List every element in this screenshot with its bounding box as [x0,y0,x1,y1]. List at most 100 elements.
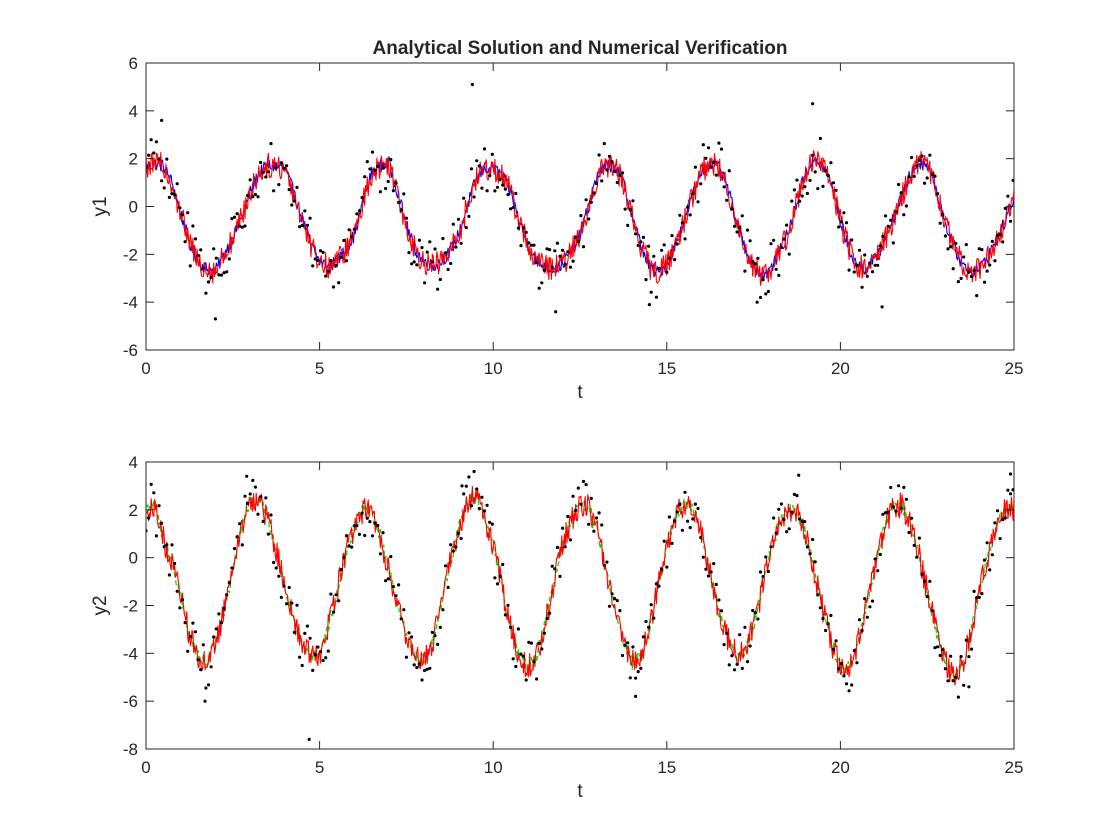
data-point [386,179,390,184]
data-point [883,214,888,218]
data-point [891,241,895,245]
data-point [925,176,929,180]
data-point [186,649,190,653]
series-line-2 [146,485,1014,686]
data-point [203,699,207,703]
data-point [334,593,338,597]
data-point [881,512,885,516]
data-point [673,258,677,262]
data-point [626,641,630,645]
y-tick-label: 4 [129,102,138,121]
data-point [495,185,500,189]
data-point [175,589,179,593]
data-point [417,238,421,242]
x-axis-label-y2: t [577,781,583,802]
data-point [350,235,354,239]
data-point [797,473,801,477]
data-point [756,256,760,260]
data-point [514,664,518,669]
data-point [272,560,276,565]
data-point [745,660,750,664]
data-point [339,568,343,572]
y-tick-label: -4 [123,293,138,312]
data-point [764,555,768,559]
data-point [902,485,906,489]
data-point [251,195,255,199]
data-point [506,193,510,197]
data-point [756,617,760,621]
data-point [477,164,481,168]
data-point [329,259,333,263]
data-point [894,509,898,513]
data-point [649,290,653,294]
data-point [902,213,906,217]
data-point [889,218,893,222]
data-point [443,564,448,568]
data-point [532,243,536,247]
data-point [824,628,828,633]
data-point [542,268,547,272]
data-point [691,517,695,521]
data-point [949,245,953,249]
data-point [712,562,716,566]
data-point [548,611,552,615]
data-point [451,222,455,226]
data-point [251,478,255,482]
data-point [943,667,948,671]
data-point [412,260,416,264]
data-point [886,510,890,514]
data-point [503,613,507,617]
data-point [303,209,307,213]
data-point [709,570,713,574]
data-point [772,516,776,520]
data-point [701,143,705,147]
data-point [829,613,833,618]
data-point [542,631,547,635]
data-point [298,655,302,659]
data-point [451,549,455,553]
data-point [246,193,250,198]
data-point [279,161,283,165]
data-point [855,263,859,267]
data-point [998,233,1002,237]
data-point [217,273,221,277]
data-point [365,516,369,520]
data-point [342,238,346,243]
data-point [230,217,234,221]
plot-area-y1 [145,62,1015,351]
data-point [1008,472,1013,476]
data-point [568,538,573,542]
data-point [460,484,464,488]
data-point [357,209,362,213]
data-point [368,520,372,524]
data-point [964,243,968,247]
data-point [423,668,427,673]
data-point [381,531,385,535]
data-point [795,178,799,182]
data-point [975,596,979,600]
data-point [561,526,565,530]
data-point [641,635,646,639]
data-point [394,594,398,598]
data-point [712,160,716,164]
data-point [990,553,994,557]
data-point [837,667,841,671]
subplot-y2: 0 5 10 15 20 25 -8 -6 -4 -2 0 2 4 t y2 [90,453,1023,802]
data-point [860,628,864,633]
data-point [779,245,784,249]
data-point [839,220,843,224]
data-point [977,595,981,600]
data-point [313,257,317,261]
data-point [761,574,765,579]
data-point [173,561,177,566]
y-tick-label: -2 [123,245,138,264]
data-point [305,624,309,628]
data-point [235,535,239,539]
data-point [352,524,356,528]
data-point [800,519,804,524]
data-point [160,521,164,525]
series-group-y2 [146,469,1014,742]
data-point [279,595,283,600]
y-tick-label: 2 [129,150,138,169]
